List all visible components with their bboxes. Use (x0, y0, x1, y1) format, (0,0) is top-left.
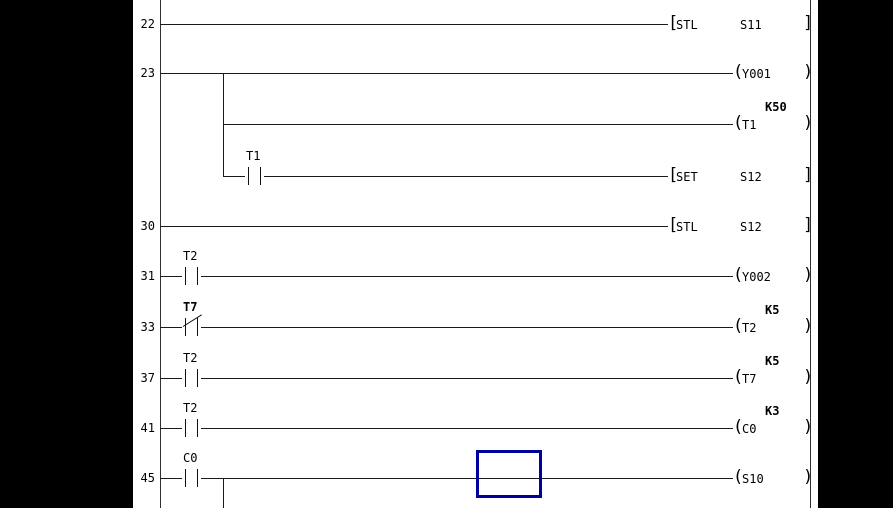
contact-label: T2 (183, 249, 198, 263)
contact-label: T7 (183, 300, 198, 314)
coil-label[interactable]: Y002 (742, 270, 771, 284)
contact-normally-closed[interactable] (182, 314, 202, 336)
instruction-close-bracket: ] (803, 215, 814, 235)
contact-bar-right (197, 419, 198, 437)
rung-wire (160, 478, 182, 479)
rung-wire (201, 428, 733, 429)
coil-label[interactable]: T1 (742, 118, 757, 132)
rung-wire (201, 478, 733, 479)
coil-preset-value: K50 (765, 100, 787, 114)
instruction-mnemonic[interactable]: STL (676, 220, 698, 234)
right-power-rail (810, 0, 811, 508)
instruction-close-bracket: ] (803, 13, 814, 33)
instruction-operand[interactable]: S12 (740, 220, 762, 234)
coil-label[interactable]: T7 (742, 372, 757, 386)
rung-wire (223, 124, 733, 125)
contact-bar-left (185, 267, 186, 285)
rung-wire (201, 327, 733, 328)
coil-label[interactable]: T2 (742, 321, 757, 335)
rung-wire (160, 327, 182, 328)
contact-normally-open[interactable] (182, 419, 202, 437)
contact-label: C0 (183, 451, 198, 465)
step-number: 22 (140, 17, 155, 31)
step-number: 41 (140, 421, 155, 435)
rung-wire (160, 226, 668, 227)
rung-wire (264, 176, 668, 177)
edit-cursor[interactable] (476, 450, 542, 498)
coil-open-paren: ( (733, 62, 744, 82)
ladder-canvas[interactable]: 22[STL S11] 23(Y001)(T1) K50 T1[SET S12] 30[ST… (133, 0, 818, 508)
step-number: 37 (140, 371, 155, 385)
rung-wire (201, 378, 733, 379)
instruction-mnemonic[interactable]: SET (676, 170, 698, 184)
branch-connector (223, 73, 224, 177)
rung-wire (223, 176, 245, 177)
step-number: 30 (140, 219, 155, 233)
contact-bar-right (260, 167, 261, 185)
coil-preset-value: K5 (765, 354, 780, 368)
step-number: 45 (140, 471, 155, 485)
rung-wire (160, 73, 733, 74)
coil-close-paren: ) (803, 316, 814, 336)
coil-preset-value: K3 (765, 404, 780, 418)
left-gutter (0, 0, 133, 508)
coil-close-paren: ) (803, 113, 814, 133)
contact-normally-open[interactable] (182, 469, 202, 487)
instruction-close-bracket: ] (803, 165, 814, 185)
rung-wire (160, 24, 668, 25)
rung-wire (160, 276, 182, 277)
instruction-operand[interactable]: S12 (740, 170, 762, 184)
step-number: 23 (140, 66, 155, 80)
coil-label[interactable]: S10 (742, 472, 764, 486)
rung-wire (201, 276, 733, 277)
contact-bar-right (197, 318, 198, 336)
contact-label: T1 (246, 149, 261, 163)
contact-bar-left (185, 369, 186, 387)
contact-bar-left (185, 419, 186, 437)
coil-close-paren: ) (803, 417, 814, 437)
contact-bar-right (197, 369, 198, 387)
contact-bar-left (185, 469, 186, 487)
rung-wire (160, 378, 182, 379)
contact-normally-open[interactable] (182, 369, 202, 387)
rung-wire (160, 428, 182, 429)
contact-normally-open[interactable] (182, 267, 202, 285)
contact-bar-left (185, 318, 186, 336)
instruction-mnemonic[interactable]: STL (676, 18, 698, 32)
coil-preset-value: K5 (765, 303, 780, 317)
coil-label[interactable]: Y001 (742, 67, 771, 81)
instruction-open-bracket: [ (668, 165, 679, 185)
contact-label: T2 (183, 401, 198, 415)
coil-open-paren: ( (733, 265, 744, 285)
contact-bar-right (197, 267, 198, 285)
instruction-open-bracket: [ (668, 215, 679, 235)
coil-open-paren: ( (733, 113, 744, 133)
branch-connector (223, 478, 224, 508)
coil-close-paren: ) (803, 467, 814, 487)
left-power-rail (160, 0, 161, 508)
coil-open-paren: ( (733, 467, 744, 487)
coil-open-paren: ( (733, 417, 744, 437)
step-number: 33 (140, 320, 155, 334)
coil-open-paren: ( (733, 367, 744, 387)
right-gutter (818, 0, 893, 508)
coil-close-paren: ) (803, 62, 814, 82)
coil-close-paren: ) (803, 367, 814, 387)
coil-close-paren: ) (803, 265, 814, 285)
contact-label: T2 (183, 351, 198, 365)
step-number: 31 (140, 269, 155, 283)
coil-label[interactable]: C0 (742, 422, 757, 436)
contact-normally-open[interactable] (245, 167, 265, 185)
contact-bar-left (248, 167, 249, 185)
contact-bar-right (197, 469, 198, 487)
coil-open-paren: ( (733, 316, 744, 336)
instruction-operand[interactable]: S11 (740, 18, 762, 32)
instruction-open-bracket: [ (668, 13, 679, 33)
